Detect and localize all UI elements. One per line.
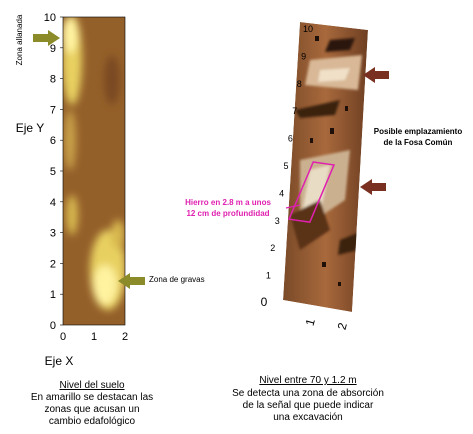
y-tick-label: 10 <box>44 12 56 24</box>
caption-line: una excavación <box>273 412 343 423</box>
y-tick-label: 4 <box>50 197 56 209</box>
heatmap <box>63 17 125 325</box>
y-tick-label: 9 <box>50 43 56 55</box>
y-tick-label: 7 <box>292 106 297 116</box>
caption-title: Nivel del suelo <box>59 380 124 391</box>
caption-line: de la señal que puede indicar <box>243 400 374 411</box>
highlight-box <box>287 161 336 223</box>
caption-title: Nivel entre 70 y 1.2 m <box>259 375 356 386</box>
caption-line: Se detecta una zona de absorción <box>232 388 384 399</box>
y-tick-label: 0 <box>50 320 56 332</box>
caption-line: zonas que acusan un <box>44 404 139 415</box>
arrow <box>363 67 389 83</box>
x-tick-label: 0 <box>60 331 66 343</box>
y-tick-label: 5 <box>283 161 288 171</box>
y-tick-label: 3 <box>275 216 280 226</box>
y-tick-label: 9 <box>301 51 306 61</box>
annotation: 12 cm de profundidad <box>186 209 269 218</box>
y-tick-label: 3 <box>50 228 56 240</box>
surface-3d <box>283 22 368 312</box>
caption-line: En amarillo se destacan las <box>31 392 153 403</box>
annotation: Hierro en 2.8 m a unos <box>185 198 271 207</box>
x-tick-label: 1 <box>303 317 318 327</box>
zone-label: Zona de gravas <box>149 275 205 284</box>
annotation: Posible emplazamiento <box>374 127 463 136</box>
y-tick-label: 6 <box>50 135 56 147</box>
annotation: de la Fosa Común <box>384 138 453 147</box>
y-tick-label: 8 <box>297 79 302 89</box>
y-tick-label: 5 <box>50 166 56 178</box>
y-tick-label: 1 <box>266 271 271 281</box>
y-tick-label: 10 <box>303 24 313 34</box>
y-tick-label: 2 <box>270 243 275 253</box>
y-tick-label: 4 <box>279 188 284 198</box>
axis-label: Eje X <box>45 354 74 368</box>
axis-label: Eje Y <box>16 121 44 135</box>
x-tick-label: 1 <box>91 331 97 343</box>
leader-line <box>285 204 301 209</box>
y-tick-label: 6 <box>288 134 293 144</box>
y-tick-label: 2 <box>50 258 56 270</box>
arrow <box>33 30 60 46</box>
caption-line: cambio edafológico <box>49 416 136 427</box>
zone-label: Zona allanada <box>15 14 24 65</box>
y-tick-label: 8 <box>50 74 56 86</box>
x-tick-label: 2 <box>122 331 128 343</box>
y-tick-label: 1 <box>50 289 56 301</box>
arrow <box>118 273 145 289</box>
arrow <box>360 179 386 195</box>
y-tick-label: 0 <box>261 295 268 309</box>
y-tick-label: 7 <box>50 104 56 116</box>
x-tick-label: 2 <box>335 321 350 331</box>
